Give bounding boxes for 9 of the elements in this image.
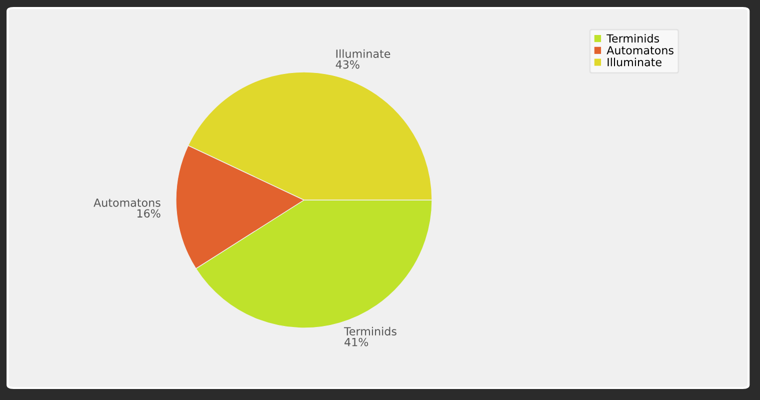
slice-label: Terminids <box>344 326 396 336</box>
data-label: 16% <box>137 209 160 218</box>
data-label: 41% <box>344 338 368 346</box>
legend-label: Illuminate <box>608 58 662 66</box>
data-label: 43% <box>336 60 360 69</box>
slice-label: Automatons <box>94 198 160 207</box>
legend-label: Automatons <box>606 46 674 54</box>
legend-label: Terminids <box>606 34 660 43</box>
slice-label: Illuminate <box>336 49 390 58</box>
